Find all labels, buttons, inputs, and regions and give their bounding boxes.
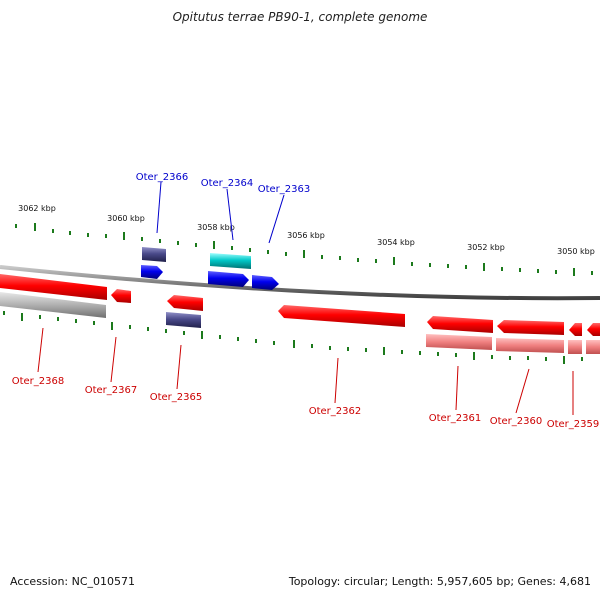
tick-row-upper: [15, 223, 593, 276]
feature-oter-2367-cds[interactable]: [111, 289, 131, 303]
gene-label-oter-2368[interactable]: Oter_2368: [12, 376, 65, 387]
tick-label-3052: 3052 kbp: [467, 243, 505, 252]
tick-label-3056: 3056 kbp: [287, 231, 325, 240]
feature-oter-2368-cds[interactable]: [0, 274, 107, 300]
tick-label-3050: 3050 kbp: [557, 247, 595, 256]
feature-next-cds[interactable]: [587, 323, 600, 336]
feature-oter-2360-cds[interactable]: [497, 320, 564, 335]
gene-label-oter-2360[interactable]: Oter_2360: [490, 416, 543, 427]
tick-label-3054: 3054 kbp: [377, 238, 415, 247]
tick-label-3060: 3060 kbp: [107, 214, 145, 223]
feature-oter-2362-cds[interactable]: [278, 305, 405, 327]
feature-oter-2364-cds[interactable]: [208, 271, 249, 287]
feature-oter-2361-pseudo[interactable]: [426, 334, 492, 350]
forward-leaders: [156, 181, 285, 244]
gene-label-oter-2364[interactable]: Oter_2364: [201, 178, 254, 189]
feature-oter-2359-pseudo[interactable]: [568, 340, 582, 354]
gene-label-oter-2361[interactable]: Oter_2361: [429, 413, 482, 424]
reverse-features: [0, 274, 600, 354]
gene-label-oter-2362[interactable]: Oter_2362: [309, 406, 362, 417]
gene-label-oter-2363[interactable]: Oter_2363: [258, 184, 311, 195]
reverse-leaders: [37, 327, 574, 415]
feature-next-pseudo[interactable]: [586, 340, 600, 354]
feature-oter-2366-cds[interactable]: [141, 265, 163, 279]
tick-row-lower: [3, 311, 583, 364]
gene-label-oter-2365[interactable]: Oter_2365: [150, 392, 203, 403]
tick-label-3058: 3058 kbp: [197, 223, 235, 232]
gene-label-oter-2366[interactable]: Oter_2366: [136, 172, 189, 183]
feature-oter-2365-block[interactable]: [166, 312, 201, 328]
tick-label-3062: 3062 kbp: [18, 204, 56, 213]
gene-label-oter-2367[interactable]: Oter_2367: [85, 385, 138, 396]
feature-oter-2363-cds[interactable]: [252, 275, 279, 290]
forward-features: [141, 247, 279, 290]
topology-text: Topology: circular; Length: 5,957,605 bp…: [288, 575, 591, 588]
feature-oter-2366-block[interactable]: [142, 247, 166, 262]
feature-oter-2368-pseudo[interactable]: [0, 292, 106, 318]
feature-oter-2359-cds[interactable]: [569, 323, 582, 336]
feature-oter-2365-cds[interactable]: [167, 295, 203, 311]
gene-label-oter-2359[interactable]: Oter_2359: [547, 419, 600, 430]
feature-oter-2360-pseudo[interactable]: [496, 338, 564, 353]
genome-backbone: [0, 265, 600, 301]
feature-oter-2364-rna[interactable]: [210, 253, 251, 269]
map-title: Opitutus terrae PB90-1, complete genome: [172, 10, 428, 24]
feature-oter-2361-cds[interactable]: [427, 316, 493, 333]
accession-text: Accession: NC_010571: [10, 575, 136, 588]
